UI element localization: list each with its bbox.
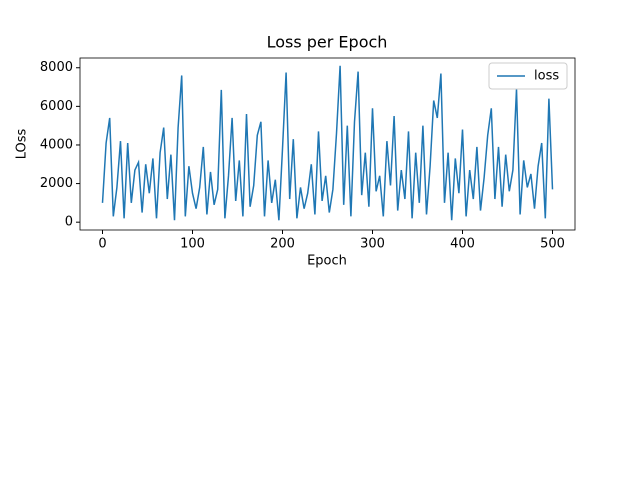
y-tick-label: 4000 [40,137,73,152]
x-tick-label: 100 [180,237,205,252]
x-axis-label: Epoch [307,254,347,269]
plot-frame [79,57,576,231]
x-tick-label: 200 [270,237,295,252]
legend-label: loss [534,69,559,84]
data-line [101,65,554,221]
y-axis-label: LOss [15,128,30,159]
x-tick-label: 400 [450,237,475,252]
y-tick-label: 6000 [40,99,73,114]
x-tick-label: 300 [360,237,385,252]
x-tick-label: 500 [540,237,565,252]
y-tick-label: 2000 [40,176,73,191]
y-tick-label: 8000 [40,60,73,75]
legend-box [488,62,568,90]
chart-title: Loss per Epoch [267,33,388,52]
x-tick-label: 0 [98,237,106,252]
y-tick-label: 0 [65,215,73,230]
